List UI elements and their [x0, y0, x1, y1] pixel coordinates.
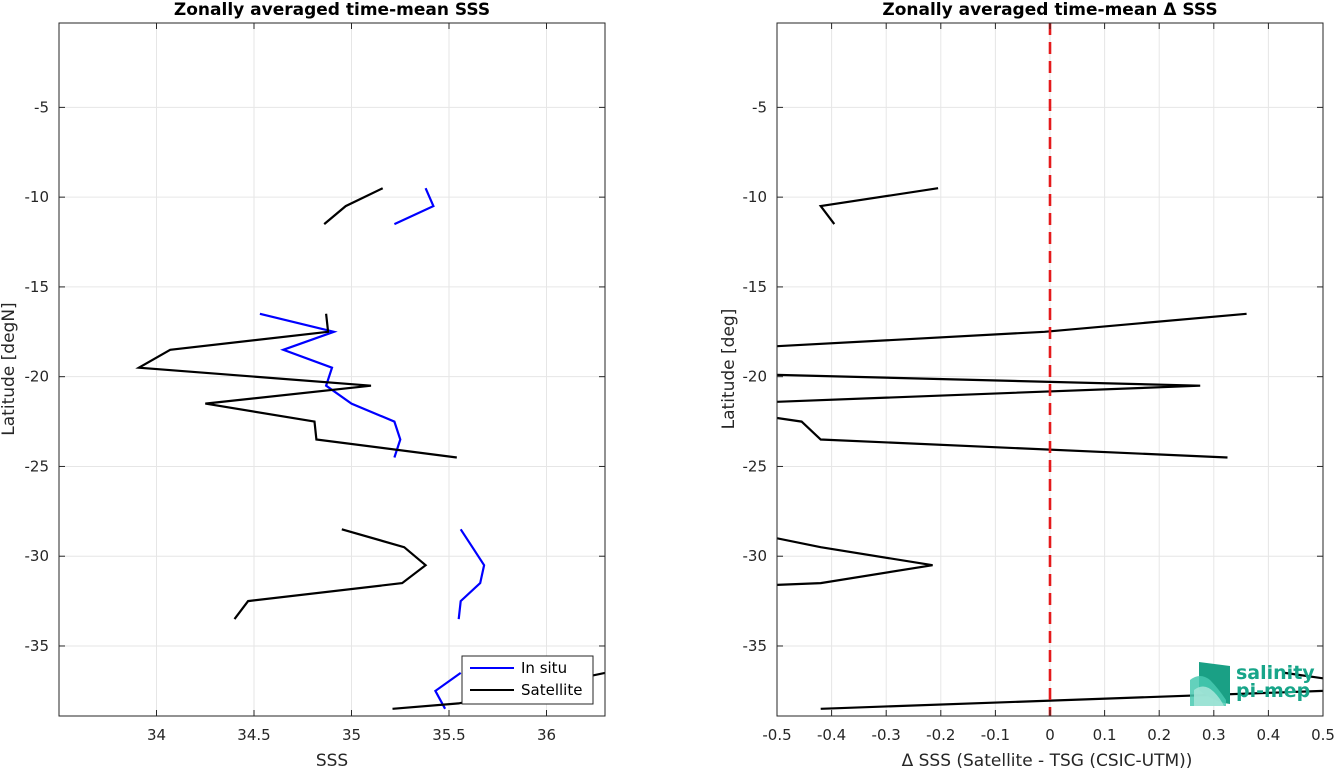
x-tick-label: 0.5	[1311, 726, 1335, 744]
legend-box	[461, 655, 594, 705]
series-line-satellite	[135, 313, 457, 459]
chart-title: Zonally averaged time-mean Δ SSS	[882, 0, 1217, 20]
x-tick-label: 0.4	[1256, 726, 1280, 744]
y-tick-label: -10	[25, 188, 50, 206]
x-tick-label: 0.3	[1202, 726, 1226, 744]
x-tick-label: -0.1	[981, 726, 1010, 744]
chart-panel-delta-sss: -0.5 -0.4 -0.3 -0.2 -0.1 0 0.1 0.2 0.3 0.4 0.5 -5 -1…	[719, 0, 1335, 769]
series-line-delta	[820, 689, 1323, 710]
x-tick-label: 0.2	[1147, 726, 1171, 744]
y-tick-label: -35	[25, 637, 50, 655]
x-tick-label: -0.5	[762, 726, 791, 744]
x-tick-label: 34.5	[237, 726, 270, 744]
plot-frame	[58, 22, 606, 717]
y-axis-label: Latitude [deg]	[719, 309, 739, 430]
chart-panel-sss: 34 34.5 35 35.5 36 -5 -10 -15 -20 -25 -30 -35 Zonal…	[0, 0, 606, 769]
salinity-pi-mep-logo: salinity pi-mep	[1190, 662, 1315, 706]
legend: In situ Satellite	[461, 655, 594, 705]
series-line-satellite	[323, 187, 384, 225]
x-tick-label: -0.3	[872, 726, 901, 744]
chart-title: Zonally averaged time-mean SSS	[174, 0, 490, 20]
y-tick-label: -5	[752, 98, 767, 116]
y-tick-label: -15	[25, 278, 50, 296]
series-line-delta	[818, 187, 939, 225]
y-tick-label: -10	[743, 188, 768, 206]
y-tick-label: -15	[743, 278, 768, 296]
series-line-delta	[777, 373, 1201, 403]
series-line-in-situ	[393, 187, 435, 226]
x-tick-label: 0	[1045, 726, 1055, 744]
y-tick-label: -5	[34, 98, 49, 116]
logo-text-salinity: salinity	[1236, 662, 1315, 684]
series-line-in-situ	[457, 528, 486, 620]
y-axis-label: Latitude [degN]	[0, 302, 19, 435]
x-tick-label: 36	[537, 726, 556, 744]
legend-label-satellite: Satellite	[521, 681, 582, 699]
x-tick-label: -0.2	[926, 726, 955, 744]
x-axis-label: SSS	[316, 751, 348, 769]
series-line-in-situ	[259, 312, 402, 458]
y-tick-label: -30	[25, 547, 50, 565]
wave-logo-icon	[1190, 662, 1230, 706]
x-tick-label: 35	[342, 726, 361, 744]
y-tick-label: -35	[743, 637, 768, 655]
series-line-delta	[777, 537, 933, 586]
logo-text-pi-mep: pi-mep	[1236, 680, 1310, 702]
series-line-delta	[777, 312, 1247, 348]
series-line-satellite	[233, 528, 428, 620]
y-tick-label: -25	[743, 457, 768, 475]
y-tick-label: -30	[743, 547, 768, 565]
x-axis-label: Δ SSS (Satellite - TSG (CSIC-UTM))	[902, 751, 1193, 769]
x-tick-label: -0.4	[817, 726, 846, 744]
x-tick-label: 35.5	[432, 726, 465, 744]
series-line-delta	[1284, 671, 1323, 680]
x-tick-label: 0.1	[1093, 726, 1117, 744]
legend-label-in-situ: In situ	[521, 659, 567, 677]
series-line-in-situ	[433, 672, 462, 710]
y-tick-label: -20	[25, 368, 50, 386]
series-line-delta	[777, 416, 1228, 459]
y-tick-label: -25	[25, 457, 50, 475]
x-tick-label: 34	[147, 726, 166, 744]
y-tick-label: -20	[743, 368, 768, 386]
